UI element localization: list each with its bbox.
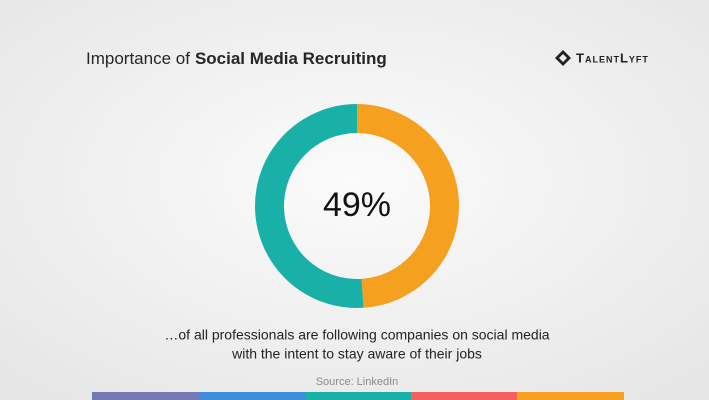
caption-line: with the intent to stay aware of their j… [231, 346, 482, 362]
stripe [411, 392, 517, 400]
stripe [305, 392, 411, 400]
logo-text: TalentLyft [576, 50, 649, 65]
stripe [517, 392, 624, 400]
logo-icon [555, 50, 571, 66]
donut-segment [255, 104, 364, 308]
stripe [199, 392, 305, 400]
logo: TalentLyft [555, 50, 649, 66]
caption-line: …of all professionals are following comp… [164, 327, 549, 343]
stripe [92, 392, 199, 400]
title-plain: Importance of [86, 49, 190, 68]
color-stripe [92, 392, 624, 400]
donut-segment [357, 103, 460, 308]
source: Source: LinkedIn [316, 376, 399, 388]
chart-title: Importance of Social Media Recruiting [86, 49, 387, 68]
donut [255, 103, 460, 308]
title-bold: Social Media Recruiting [195, 49, 387, 68]
center-label: 49% [323, 186, 391, 224]
